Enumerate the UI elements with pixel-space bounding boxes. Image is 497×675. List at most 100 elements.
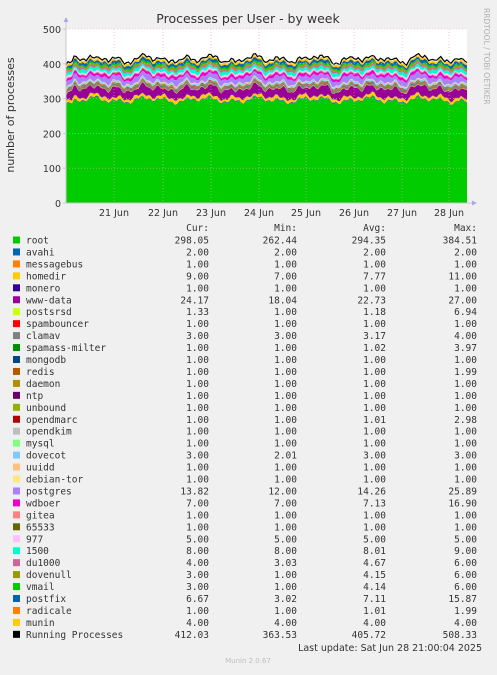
legend-value: 1.00 bbox=[454, 319, 477, 330]
legend-value: 2.00 bbox=[274, 247, 297, 258]
legend-label: debian-tor bbox=[26, 475, 83, 486]
legend-swatch bbox=[13, 487, 20, 495]
area-series-mysql bbox=[66, 77, 467, 91]
legend-swatch bbox=[13, 630, 20, 638]
legend-value: 1.00 bbox=[274, 379, 297, 390]
legend-swatch bbox=[13, 403, 20, 411]
legend-value: 1.00 bbox=[454, 403, 477, 414]
legend-value: 1.00 bbox=[363, 391, 386, 402]
legend-value: 1.99 bbox=[454, 367, 477, 378]
legend-label: 977 bbox=[26, 534, 43, 545]
legend-value: 1.00 bbox=[454, 427, 477, 438]
legend-swatch bbox=[13, 523, 20, 531]
legend-value: 1.00 bbox=[186, 343, 209, 354]
legend-swatch bbox=[13, 463, 20, 471]
area-series-spamass-milter bbox=[66, 79, 467, 94]
legend-value: 9.00 bbox=[454, 546, 477, 557]
legend-value: 24.17 bbox=[180, 295, 209, 306]
area-series-wdboer bbox=[66, 68, 467, 84]
legend-value: 1.00 bbox=[454, 475, 477, 486]
legend-swatch bbox=[13, 475, 20, 483]
legend-value: 1.18 bbox=[363, 307, 386, 318]
legend-value: 14.26 bbox=[357, 486, 386, 497]
legend-swatch bbox=[13, 559, 20, 567]
area-series-daemon bbox=[66, 78, 467, 93]
area-series-unbound bbox=[66, 78, 467, 92]
legend-value: 262.44 bbox=[263, 236, 298, 247]
legend-value: 5.00 bbox=[363, 534, 386, 545]
legend-value: 1.00 bbox=[363, 522, 386, 533]
legend-label: mysql bbox=[26, 439, 55, 450]
legend-value: 1.00 bbox=[186, 439, 209, 450]
legend-value: 1.00 bbox=[274, 439, 297, 450]
legend-label: daemon bbox=[26, 379, 60, 390]
legend-value: 3.03 bbox=[274, 558, 297, 569]
legend-value: 1.00 bbox=[186, 510, 209, 521]
area-series-www-data bbox=[66, 81, 467, 103]
legend-swatch bbox=[13, 379, 20, 387]
legend-value: 3.00 bbox=[363, 451, 386, 462]
y-tick-label: 200 bbox=[43, 129, 61, 140]
plot-area bbox=[65, 29, 468, 203]
legend-value: 1.33 bbox=[186, 307, 209, 318]
legend-swatch bbox=[13, 415, 20, 423]
area-series-dovenull bbox=[66, 60, 467, 74]
legend-label: spambouncer bbox=[26, 319, 89, 330]
legend-value: 1.00 bbox=[454, 355, 477, 366]
legend-value: 1.00 bbox=[186, 379, 209, 390]
axes: 0 100 200 300 400 500 21 Jun 22 Jun 23 Jun 24 Jun… bbox=[43, 17, 477, 219]
legend-value: 1.00 bbox=[274, 343, 297, 354]
legend-value: 1.00 bbox=[274, 522, 297, 533]
legend-value: 1.00 bbox=[274, 403, 297, 414]
legend-swatch bbox=[13, 583, 20, 591]
legend-value: 1.00 bbox=[274, 283, 297, 294]
area-series-mongodb bbox=[66, 79, 467, 93]
area-series-postfix bbox=[66, 56, 467, 71]
legend-value: 412.03 bbox=[175, 630, 209, 641]
legend-label: spamass-milter bbox=[26, 343, 106, 354]
legend-label: unbound bbox=[26, 403, 66, 414]
legend-value: 363.53 bbox=[263, 630, 297, 641]
legend-label: 65533 bbox=[26, 522, 55, 533]
legend-swatch bbox=[13, 367, 20, 375]
legend-swatch bbox=[13, 595, 20, 602]
x-tick-label: 23 Jun bbox=[196, 208, 226, 219]
legend-label: messagebus bbox=[26, 259, 83, 270]
legend-value: 4.00 bbox=[363, 618, 386, 629]
legend-value: 8.01 bbox=[363, 546, 386, 557]
legend-value: 405.72 bbox=[352, 630, 386, 641]
legend-value: 1.00 bbox=[363, 379, 386, 390]
legend-column-header: Min: bbox=[274, 223, 297, 234]
legend-column-header: Cur: bbox=[186, 223, 209, 234]
legend-value: 1.01 bbox=[363, 415, 386, 426]
legend-value: 1.01 bbox=[363, 606, 386, 617]
legend-value: 1.00 bbox=[363, 510, 386, 521]
area-series-postgres bbox=[66, 70, 467, 89]
area-series-1500 bbox=[66, 63, 467, 78]
legend-value: 1.00 bbox=[363, 355, 386, 366]
legend-value: 1.00 bbox=[274, 319, 297, 330]
legend-value: 6.94 bbox=[454, 307, 477, 318]
area-series-postsrsd bbox=[66, 81, 467, 96]
legend-column-header: Max: bbox=[454, 223, 477, 234]
legend-value: 1.00 bbox=[274, 427, 297, 438]
legend-label: 1500 bbox=[26, 546, 49, 557]
y-axis-label: number of processes bbox=[4, 57, 17, 173]
area-series-monero bbox=[66, 90, 467, 103]
legend-value: 1.00 bbox=[454, 510, 477, 521]
legend-label: clamav bbox=[26, 331, 61, 342]
area-series-homedir bbox=[66, 91, 467, 105]
legend-value: 1.00 bbox=[454, 379, 477, 390]
legend-value: 5.00 bbox=[454, 534, 477, 545]
legend-swatch bbox=[13, 511, 20, 519]
legend-value: 8.00 bbox=[186, 546, 209, 557]
legend-value: 1.00 bbox=[274, 510, 297, 521]
legend-swatch bbox=[13, 344, 20, 352]
x-tick-label: 24 Jun bbox=[244, 208, 274, 219]
legend-value: 1.00 bbox=[186, 463, 209, 474]
area-series-du1000 bbox=[66, 61, 467, 75]
legend-value: 2.00 bbox=[454, 247, 477, 258]
legend-label: vmail bbox=[26, 582, 55, 593]
legend-swatch bbox=[13, 571, 20, 579]
legend-swatch bbox=[13, 284, 20, 292]
